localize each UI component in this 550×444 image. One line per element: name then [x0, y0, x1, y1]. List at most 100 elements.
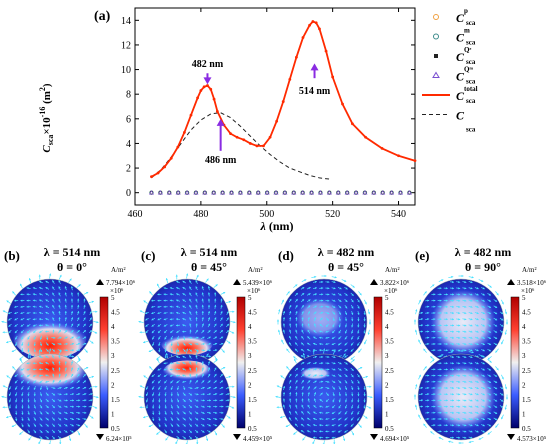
- field-arrowhead: [52, 418, 55, 421]
- field-arrowhead: [301, 417, 304, 420]
- field-arrowhead: [32, 374, 36, 377]
- field-arrowhead: [202, 393, 205, 396]
- field-arrowhead: [157, 293, 160, 296]
- field-arrowhead: [289, 323, 292, 326]
- field-arrowhead: [482, 374, 485, 377]
- y-tick-label: 12: [121, 40, 131, 51]
- field-arrowhead: [488, 349, 491, 352]
- total-point: [288, 78, 292, 81]
- field-arrowhead: [177, 412, 180, 415]
- ylabel-unit: (m: [41, 91, 53, 107]
- field-arrowhead: [165, 438, 168, 441]
- field-arrowhead: [45, 311, 48, 314]
- field-arrowhead: [345, 381, 348, 384]
- field-arrowhead: [58, 286, 61, 289]
- field-arrowhead: [470, 411, 473, 414]
- field-arrowhead: [65, 386, 68, 390]
- field-arrowhead: [69, 353, 72, 356]
- field-arrowhead: [438, 437, 441, 440]
- ylabel-sub: sca: [46, 135, 55, 146]
- field-arrowhead: [169, 368, 172, 371]
- field-arrowhead: [52, 399, 55, 402]
- field-arrowhead: [83, 386, 87, 389]
- field-arrowhead: [470, 417, 473, 421]
- field-arrowhead: [319, 411, 322, 414]
- field-arrowhead: [482, 336, 485, 339]
- field-arrowhead: [464, 430, 467, 433]
- field-arrowhead: [301, 317, 304, 320]
- colorbar-tick: 1.5: [248, 396, 257, 404]
- field-arrowhead: [357, 319, 360, 322]
- field-arrowhead: [325, 342, 328, 346]
- field-arrowhead: [33, 430, 36, 434]
- field-arrowhead: [482, 399, 485, 402]
- field-arrowhead: [445, 368, 448, 371]
- field-arrowhead: [170, 394, 173, 397]
- sphere-field: [7, 279, 93, 365]
- field-arrowhead: [433, 299, 436, 302]
- field-arrowhead: [70, 311, 74, 314]
- field-arrowhead: [458, 374, 461, 377]
- field-arrowhead: [494, 374, 498, 377]
- field-arrowhead: [505, 397, 509, 400]
- field-arrowhead: [177, 349, 180, 353]
- field-arrowhead: [201, 311, 204, 313]
- colorbar-tick: 1.5: [522, 396, 531, 404]
- field-arrowhead: [277, 329, 281, 332]
- zero-marker: [362, 190, 368, 195]
- field-arrowhead: [433, 399, 436, 402]
- field-arrowhead: [183, 430, 186, 433]
- field-arrowhead: [364, 342, 367, 345]
- field-arrowhead: [326, 393, 329, 396]
- field-arrowhead: [83, 311, 86, 314]
- field-arrowhead: [182, 305, 185, 308]
- field-arrowhead: [71, 430, 74, 433]
- field-arrowhead: [331, 349, 334, 352]
- field-arrowhead: [58, 418, 62, 421]
- field-arrowhead: [286, 348, 289, 351]
- field-arrowhead: [201, 286, 204, 289]
- field-arrowhead: [289, 342, 292, 345]
- field-arrowhead: [11, 349, 15, 352]
- field-arrowhead: [295, 284, 298, 287]
- field-arrowhead: [65, 380, 68, 383]
- field-arrowhead: [158, 330, 161, 334]
- zero-marker: [193, 190, 199, 195]
- field-arrowhead: [433, 293, 436, 296]
- field-arrowhead: [327, 280, 330, 284]
- field-arrowhead: [169, 293, 172, 296]
- field-arrowhead: [351, 406, 354, 409]
- field-arrowhead: [222, 350, 225, 353]
- zero-marker: [397, 190, 404, 195]
- field-arrowhead: [332, 325, 335, 328]
- field-arrowhead: [196, 405, 199, 408]
- field-arrowhead: [476, 318, 479, 321]
- field-arrowhead: [220, 386, 224, 389]
- field-arrowhead: [439, 374, 442, 377]
- colorbar-tick: 1.5: [111, 396, 120, 404]
- total-point: [156, 171, 160, 175]
- field-arrowhead: [337, 430, 341, 433]
- field-arrowhead: [58, 373, 61, 376]
- field-arrowhead: [451, 330, 454, 333]
- field-arrowhead: [45, 287, 48, 290]
- field-arrowhead: [488, 318, 491, 321]
- colorbar-tick: 4: [248, 323, 252, 331]
- field-arrowhead: [470, 280, 473, 284]
- field-arrowhead: [182, 355, 185, 358]
- field-arrowhead: [33, 394, 36, 397]
- field-arrowhead: [471, 276, 474, 279]
- field-arrowhead: [501, 387, 504, 390]
- field-arrowhead: [415, 309, 418, 312]
- field-arrowhead: [182, 318, 185, 321]
- field-arrowhead: [222, 425, 225, 428]
- field-arrowhead: [196, 342, 199, 346]
- field-arrowhead: [439, 311, 442, 315]
- field-arrowhead: [478, 437, 481, 440]
- field-arrowhead: [71, 411, 74, 414]
- total-point: [242, 138, 246, 142]
- field-arrowhead: [295, 386, 298, 389]
- legend-marker: [433, 14, 439, 20]
- field-arrowhead: [21, 381, 24, 384]
- field-arrowhead: [228, 416, 231, 419]
